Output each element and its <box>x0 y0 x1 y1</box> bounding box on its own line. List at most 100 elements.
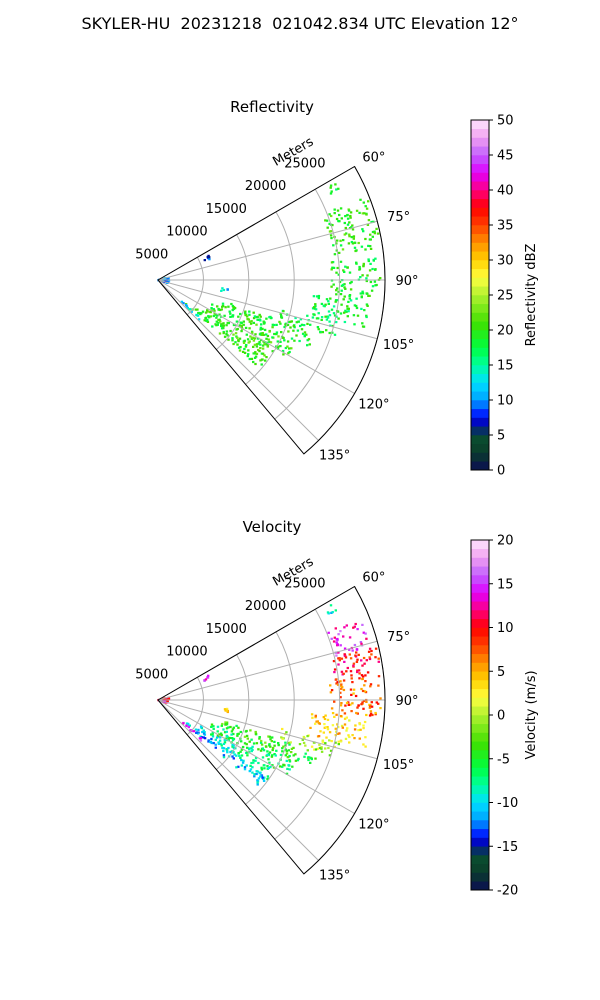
colorbar-segment <box>471 452 489 462</box>
echo-gate <box>288 350 291 354</box>
echo-gate <box>279 312 282 315</box>
echo-gate <box>333 715 336 718</box>
echo-gate <box>362 631 365 634</box>
azimuth-tick-label: 120° <box>358 818 389 833</box>
echo-gate <box>328 222 331 225</box>
echo-gate <box>315 295 319 298</box>
echo-gate <box>369 238 372 241</box>
echo-gate <box>343 286 346 289</box>
echo-gate <box>349 703 352 706</box>
echo-gate <box>349 214 352 218</box>
echo-gate <box>288 347 291 350</box>
echo-gate <box>316 747 319 750</box>
echo-gate <box>356 669 359 672</box>
echo-gate <box>286 345 289 348</box>
echo-gate <box>330 268 333 271</box>
echo-gate <box>280 316 283 319</box>
range-ring <box>216 234 250 350</box>
echo-gate <box>329 684 332 687</box>
echo-gate <box>201 730 204 734</box>
echo-gate <box>298 743 302 746</box>
echo-gate <box>216 323 219 326</box>
echo-gate <box>256 315 259 318</box>
echo-gate <box>280 736 283 739</box>
echo-gate <box>325 219 329 222</box>
echo-region <box>220 721 317 764</box>
echo-gate <box>265 317 268 320</box>
echo-gate <box>272 323 276 327</box>
echo-gate <box>284 744 287 747</box>
echo-gate <box>219 736 222 739</box>
echo-gate <box>331 224 334 227</box>
echo-gate <box>370 653 373 656</box>
echo-gate <box>321 331 324 334</box>
echo-gate <box>249 729 252 732</box>
echo-gate <box>210 737 213 741</box>
echo-gate <box>304 744 307 747</box>
echo-gate <box>352 235 356 238</box>
echo-gate <box>235 724 238 727</box>
echo-gate <box>164 697 168 700</box>
echo-gate <box>251 745 254 748</box>
echo-gate <box>353 728 357 731</box>
echo-gate <box>235 328 238 331</box>
colorbar-segment <box>471 723 489 733</box>
range-tick-label: 15000 <box>206 622 247 637</box>
echo-gate <box>324 219 327 222</box>
azimuth-spoke <box>157 699 355 814</box>
echo-gate <box>199 737 202 740</box>
echo-gate <box>368 656 371 659</box>
echo-gate <box>357 669 361 672</box>
echo-gate <box>251 331 254 334</box>
echo-gate <box>360 307 363 310</box>
echo-gate <box>202 729 205 732</box>
colorbar-segment <box>471 540 489 550</box>
echo-gate <box>253 356 257 359</box>
echo-gate <box>224 306 227 309</box>
echo-gate <box>221 304 225 307</box>
echo-gate <box>289 326 292 329</box>
echo-gate <box>369 712 373 715</box>
colorbar-segment <box>471 653 489 663</box>
echo-gate <box>358 723 362 726</box>
echo-gate <box>251 748 254 751</box>
echo-gate <box>339 244 343 247</box>
colorbar-label: Reflectivity dBZ <box>524 244 539 347</box>
echo-gate <box>334 727 337 730</box>
echo-gate <box>332 660 336 663</box>
echo-gate <box>343 320 347 324</box>
colorbar-tick-label: -10 <box>497 796 518 811</box>
echo-gate <box>275 333 278 336</box>
echo-gate <box>332 283 335 286</box>
echo-gate <box>268 744 271 747</box>
echo-gate <box>333 333 337 336</box>
echo-gate <box>197 728 200 731</box>
echo-gate <box>355 660 359 663</box>
echo-gate <box>350 240 354 244</box>
echo-gate <box>367 258 370 261</box>
echo-gate <box>225 332 228 336</box>
colorbar-tick-label: 5 <box>497 429 505 444</box>
echo-gate <box>197 318 201 321</box>
echo-gate <box>220 744 223 747</box>
echo-gate <box>345 232 348 235</box>
echo-gate <box>370 220 373 224</box>
echo-gate <box>231 304 235 308</box>
echo-gate <box>326 726 329 729</box>
echo-gate <box>205 319 208 322</box>
echo-gate <box>340 687 343 690</box>
echo-gate <box>348 271 352 274</box>
echo-gate <box>350 280 353 284</box>
echo-gate <box>344 226 347 230</box>
echo-gate <box>236 343 239 346</box>
echo-gate <box>339 293 343 296</box>
echo-gate <box>280 331 283 334</box>
echo-gate <box>350 677 353 680</box>
echo-gate <box>330 237 333 240</box>
echo-gate <box>236 336 239 339</box>
echo-gate <box>284 323 287 326</box>
echo-gate <box>347 734 350 737</box>
echo-gate <box>343 660 346 663</box>
echo-gate <box>363 309 366 312</box>
colorbar-segment <box>471 260 489 270</box>
